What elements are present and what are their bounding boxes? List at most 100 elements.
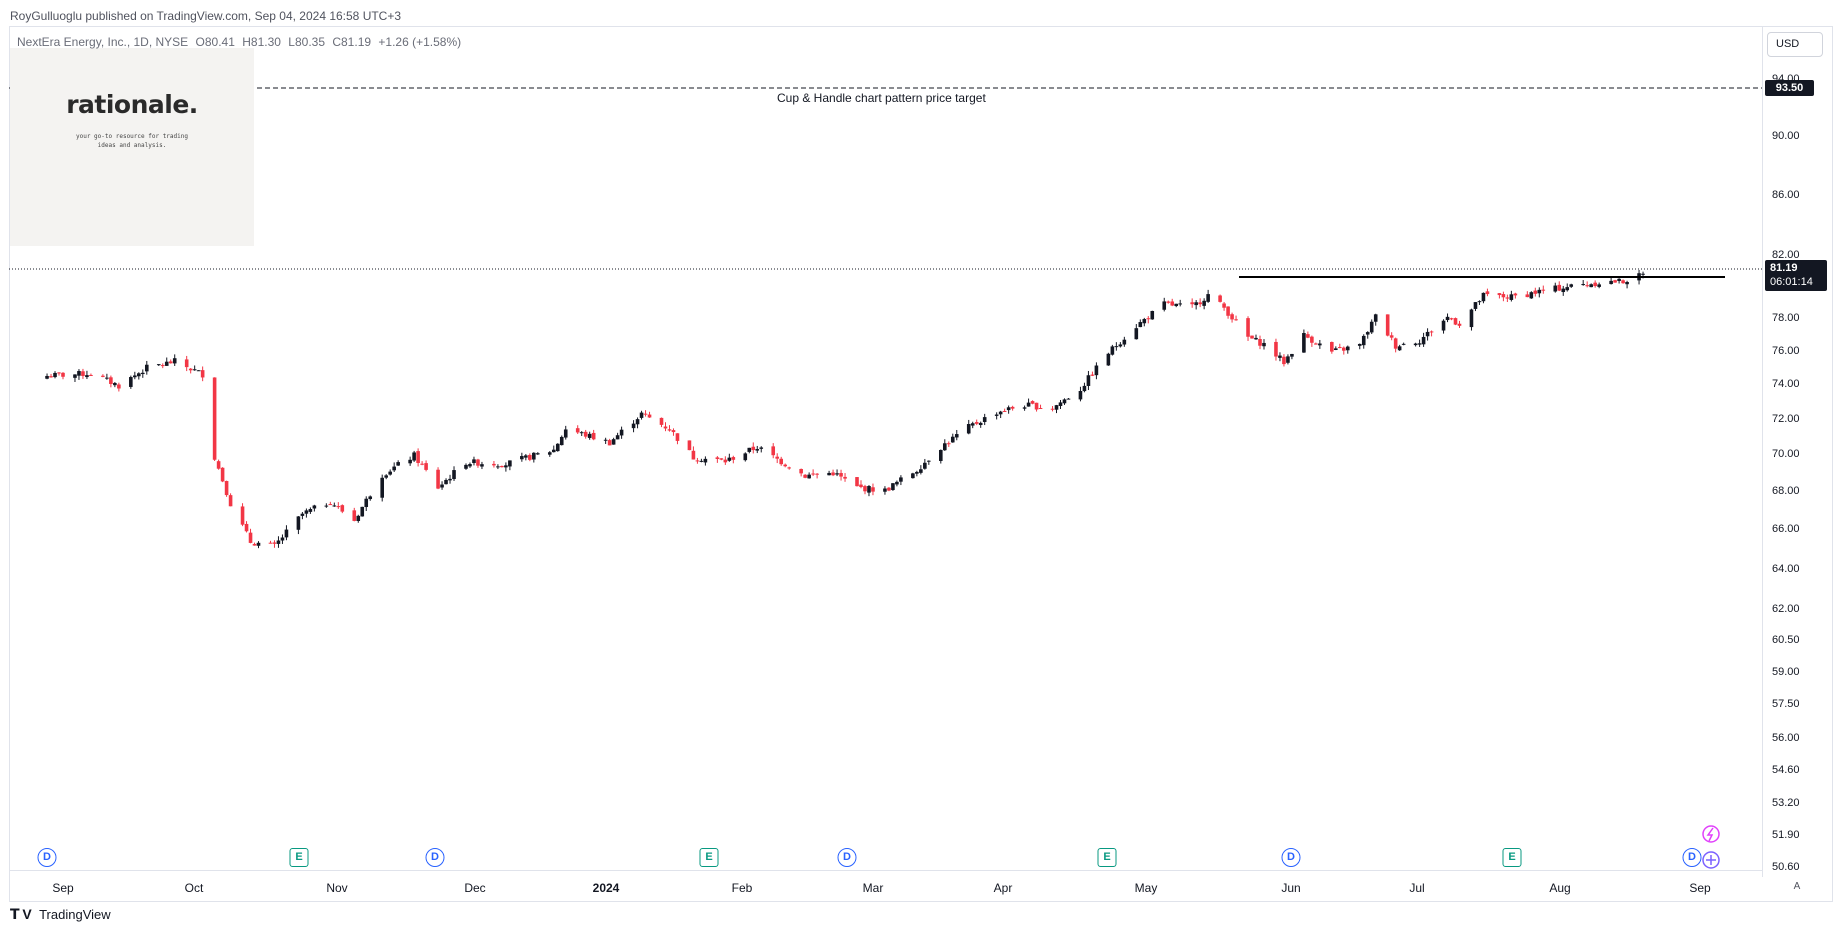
candle-body (883, 488, 887, 492)
candle-body (1581, 284, 1585, 286)
candle-body (1401, 343, 1406, 345)
currency-selector[interactable]: USD (1767, 32, 1823, 57)
candle-body (675, 433, 680, 441)
candle-body (1006, 407, 1011, 411)
candle-body (101, 375, 105, 377)
time-axis[interactable] (9, 870, 1762, 900)
candle-body (1170, 301, 1175, 306)
candle-body (587, 433, 592, 438)
candle-body (1250, 335, 1254, 339)
price-tick: 50.60 (1772, 861, 1800, 873)
candle-body (1338, 347, 1342, 349)
price-tick: 51.90 (1772, 829, 1800, 841)
price-tick: 57.50 (1772, 698, 1800, 710)
alert-icon[interactable] (1702, 825, 1720, 843)
candle-body (1234, 319, 1238, 321)
candle-body (727, 457, 732, 461)
candle-body (129, 377, 133, 387)
candle-body (228, 495, 233, 507)
candle-body (575, 428, 580, 433)
time-label: Jul (1409, 881, 1425, 895)
candle-body (966, 424, 971, 434)
candle-body (1222, 303, 1226, 308)
earnings-marker[interactable]: E (1097, 848, 1117, 867)
dividend-marker[interactable]: D (37, 848, 57, 867)
candle-body (1457, 323, 1462, 326)
candle-body (308, 509, 313, 512)
earnings-marker[interactable]: E (699, 848, 719, 867)
dividend-marker[interactable]: D (837, 848, 857, 867)
tradingview-logo-icon: 𝗧 V (10, 906, 32, 922)
candle-body (520, 456, 524, 460)
earnings-marker[interactable]: E (289, 848, 309, 867)
candle-body (448, 478, 452, 481)
candle-body (835, 473, 839, 475)
candle-body (1421, 336, 1426, 345)
watermark-tagline: your go-to resource for trading ideas an… (76, 133, 188, 149)
candle-body (939, 449, 943, 461)
candle-body (1485, 291, 1490, 295)
dividend-marker[interactable]: D (1682, 848, 1702, 867)
price-tick: 60.50 (1772, 634, 1800, 646)
candle-body (1190, 302, 1194, 305)
candle-body (188, 368, 193, 371)
candle-body (1453, 318, 1458, 325)
time-label: Aug (1549, 881, 1571, 895)
time-label: Oct (184, 881, 204, 895)
add-event-icon[interactable] (1702, 851, 1720, 869)
candle-body (1302, 333, 1306, 353)
candle-body (192, 369, 197, 371)
candle-body (827, 472, 831, 476)
candle-body (164, 361, 169, 366)
tradingview-footer[interactable]: 𝗧 V TradingView (10, 906, 111, 926)
candle-body (416, 451, 420, 463)
candle-body (212, 377, 217, 460)
candle-body (695, 460, 700, 462)
legend-symbol[interactable]: NextEra Energy, Inc., 1D, NYSE (17, 35, 189, 49)
candle-body (133, 375, 137, 378)
candle-body (663, 426, 668, 429)
candle-body (412, 452, 416, 461)
symbol-legend[interactable]: NextEra Energy, Inc., 1D, NYSE O80.41 H8… (17, 35, 461, 49)
candle-series (45, 269, 1645, 549)
candle-body (224, 481, 229, 496)
candle-body (615, 435, 620, 440)
candle-body (324, 505, 329, 507)
candle-body (340, 505, 345, 512)
candle-body (1122, 339, 1127, 345)
candle-body (1290, 353, 1294, 357)
candle-body (946, 443, 951, 445)
dividend-marker[interactable]: D (425, 848, 445, 867)
candle-body (172, 358, 177, 364)
candle-body (1118, 344, 1123, 347)
candle-body (440, 484, 444, 488)
candle-body (1146, 318, 1151, 320)
price-axis[interactable] (1762, 26, 1834, 877)
candle-body (528, 454, 532, 460)
dividend-marker[interactable]: D (1281, 848, 1301, 867)
candle-body (619, 429, 624, 436)
candle-body (1357, 343, 1362, 346)
price-tick: 82.00 (1772, 249, 1800, 261)
candle-body (1334, 348, 1338, 351)
candle-body (1218, 295, 1222, 302)
candle-body (887, 487, 891, 491)
candle-body (312, 505, 317, 509)
candle-body (1565, 287, 1570, 291)
candle-body (109, 377, 113, 384)
candle-body (500, 465, 504, 468)
chart-pane[interactable] (9, 26, 1833, 902)
candle-body (1585, 285, 1589, 287)
earnings-marker[interactable]: E (1502, 848, 1522, 867)
candle-body (196, 370, 201, 372)
candle-body (551, 449, 556, 453)
time-label: Feb (731, 881, 753, 895)
auto-scale-button[interactable]: A (1793, 881, 1801, 892)
price-tick: 56.00 (1772, 732, 1800, 744)
candle-body (53, 372, 57, 378)
target-annotation[interactable]: Cup & Handle chart pattern price target (777, 91, 986, 105)
candle-body (1361, 335, 1366, 346)
candle-body (631, 423, 636, 429)
candle-body (244, 523, 249, 532)
